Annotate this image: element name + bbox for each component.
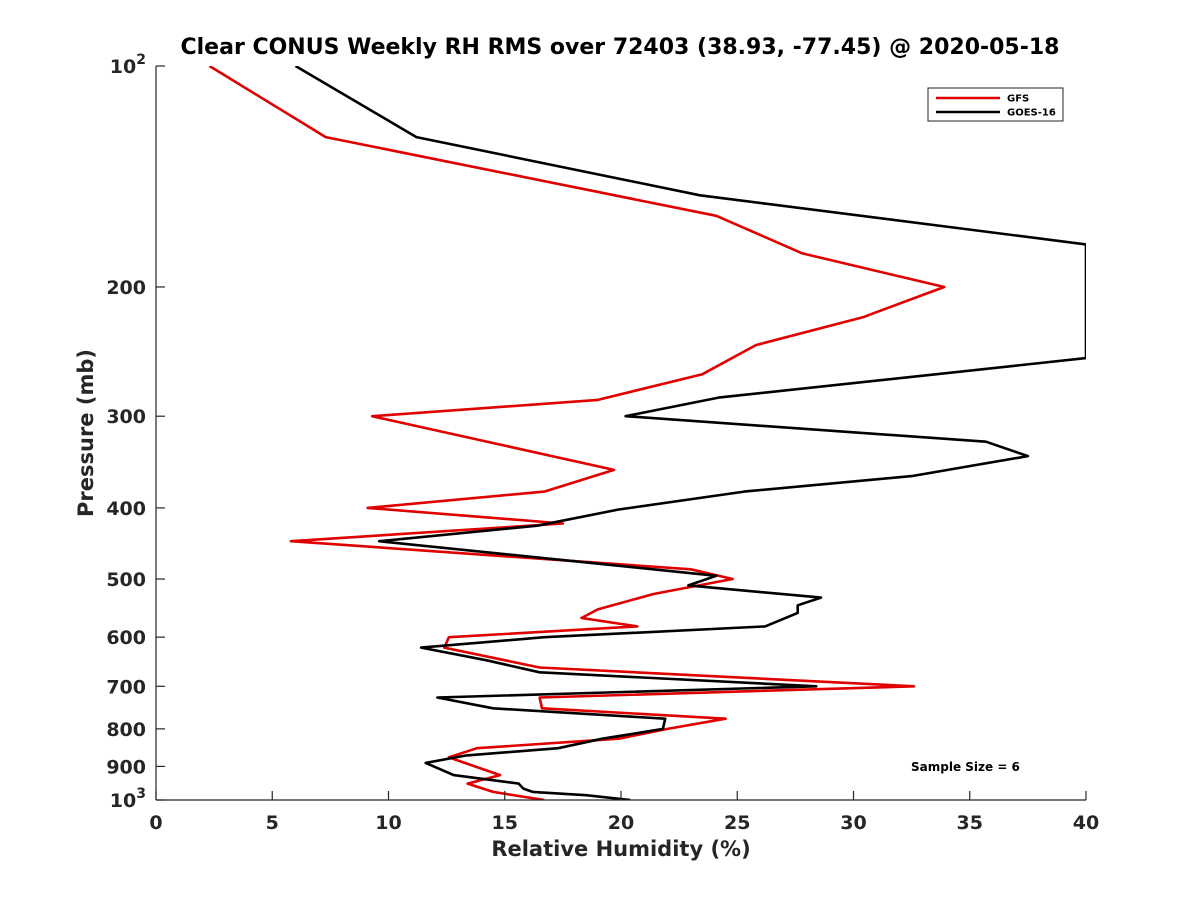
chart-title: Clear CONUS Weekly RH RMS over 72403 (38… bbox=[181, 35, 1060, 60]
x-tick-label: 5 bbox=[266, 812, 279, 834]
x-tick-label: 10 bbox=[375, 812, 401, 834]
x-tick-label: 35 bbox=[957, 812, 983, 834]
legend-label: GOES-16 bbox=[1007, 108, 1056, 119]
y-axis-label: Pressure (mb) bbox=[74, 349, 98, 517]
x-tick-label: 15 bbox=[492, 812, 518, 834]
plot-area bbox=[156, 66, 1086, 800]
x-tick-label: 25 bbox=[724, 812, 750, 834]
chart: Clear CONUS Weekly RH RMS over 72403 (38… bbox=[0, 0, 1200, 900]
y-tick-label: 600 bbox=[106, 627, 146, 649]
sample-size-annotation: Sample Size = 6 bbox=[911, 760, 1020, 774]
y-tick-label: 102 bbox=[110, 52, 146, 78]
y-tick-label: 700 bbox=[106, 676, 146, 698]
x-tick-label: 20 bbox=[608, 812, 634, 834]
y-tick-label: 500 bbox=[106, 569, 146, 591]
legend-label: GFS bbox=[1007, 94, 1029, 105]
y-tick-label: 900 bbox=[106, 756, 146, 778]
y-tick-label: 103 bbox=[110, 786, 146, 812]
x-axis-label: Relative Humidity (%) bbox=[491, 837, 750, 861]
x-tick-label: 30 bbox=[840, 812, 866, 834]
legend: GFS GOES-16 bbox=[928, 88, 1063, 121]
y-tick-label: 800 bbox=[106, 719, 146, 741]
x-tick-label: 0 bbox=[149, 812, 162, 834]
y-tick-label: 200 bbox=[106, 277, 146, 299]
y-tick-label: 400 bbox=[106, 498, 146, 520]
x-tick-label: 40 bbox=[1073, 812, 1099, 834]
y-tick-label: 300 bbox=[106, 406, 146, 428]
